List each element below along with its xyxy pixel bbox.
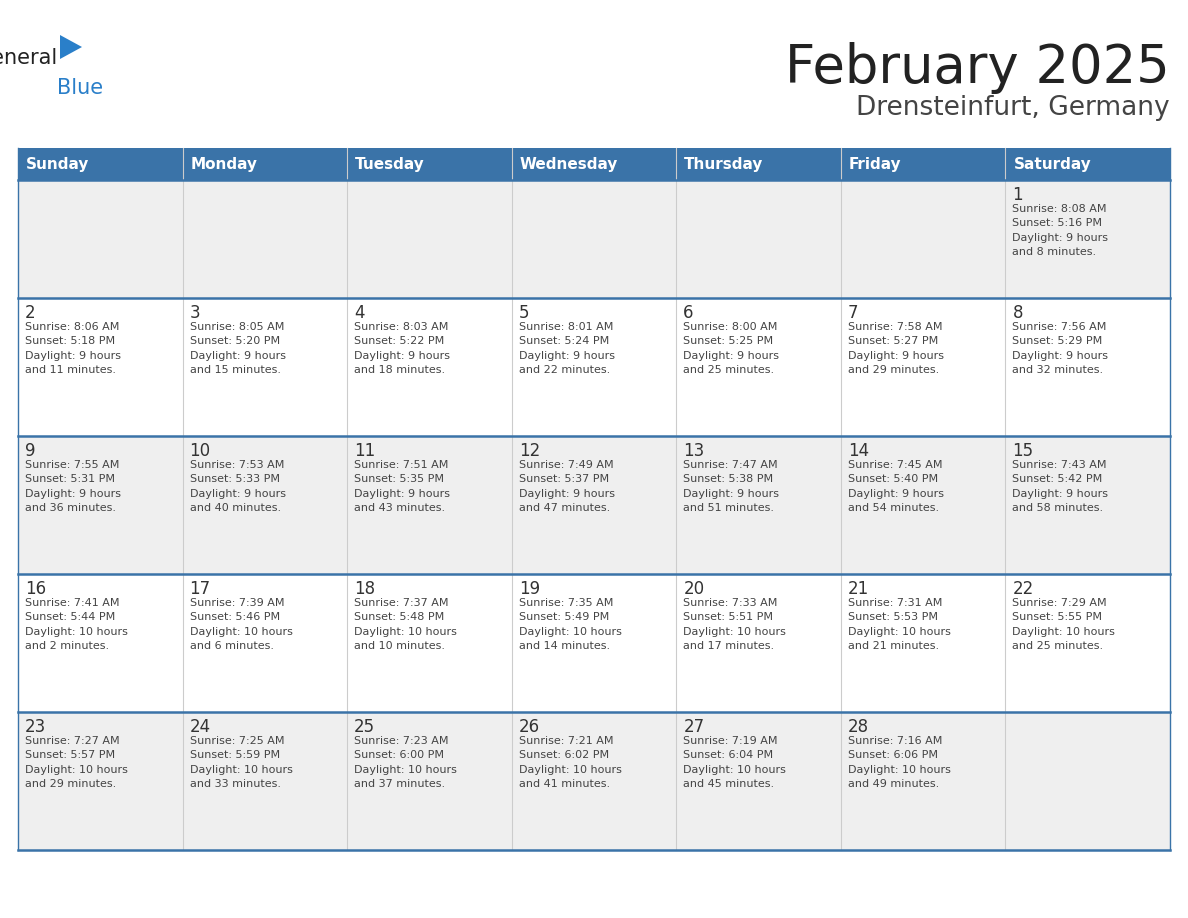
Text: Friday: Friday: [849, 156, 902, 172]
Text: Sunrise: 7:45 AM
Sunset: 5:40 PM
Daylight: 9 hours
and 54 minutes.: Sunrise: 7:45 AM Sunset: 5:40 PM Dayligh…: [848, 460, 943, 513]
Text: Sunrise: 7:53 AM
Sunset: 5:33 PM
Daylight: 9 hours
and 40 minutes.: Sunrise: 7:53 AM Sunset: 5:33 PM Dayligh…: [190, 460, 285, 513]
Text: Sunrise: 7:51 AM
Sunset: 5:35 PM
Daylight: 9 hours
and 43 minutes.: Sunrise: 7:51 AM Sunset: 5:35 PM Dayligh…: [354, 460, 450, 513]
Bar: [18, 298, 1170, 436]
Text: Sunrise: 7:49 AM
Sunset: 5:37 PM
Daylight: 9 hours
and 47 minutes.: Sunrise: 7:49 AM Sunset: 5:37 PM Dayligh…: [519, 460, 614, 513]
Text: Sunrise: 7:56 AM
Sunset: 5:29 PM
Daylight: 9 hours
and 32 minutes.: Sunrise: 7:56 AM Sunset: 5:29 PM Dayligh…: [1012, 322, 1108, 375]
Text: Sunrise: 8:01 AM
Sunset: 5:24 PM
Daylight: 9 hours
and 22 minutes.: Sunrise: 8:01 AM Sunset: 5:24 PM Dayligh…: [519, 322, 614, 375]
Text: Sunrise: 8:03 AM
Sunset: 5:22 PM
Daylight: 9 hours
and 18 minutes.: Sunrise: 8:03 AM Sunset: 5:22 PM Dayligh…: [354, 322, 450, 375]
Text: Sunrise: 7:16 AM
Sunset: 6:06 PM
Daylight: 10 hours
and 49 minutes.: Sunrise: 7:16 AM Sunset: 6:06 PM Dayligh…: [848, 736, 950, 789]
Text: 17: 17: [190, 580, 210, 598]
Bar: [18, 180, 1170, 298]
Text: 10: 10: [190, 442, 210, 460]
Bar: [18, 712, 1170, 850]
Text: Sunrise: 7:55 AM
Sunset: 5:31 PM
Daylight: 9 hours
and 36 minutes.: Sunrise: 7:55 AM Sunset: 5:31 PM Dayligh…: [25, 460, 121, 513]
Text: Sunrise: 7:31 AM
Sunset: 5:53 PM
Daylight: 10 hours
and 21 minutes.: Sunrise: 7:31 AM Sunset: 5:53 PM Dayligh…: [848, 598, 950, 651]
Text: 16: 16: [25, 580, 46, 598]
Text: 28: 28: [848, 718, 868, 736]
Text: Sunrise: 8:05 AM
Sunset: 5:20 PM
Daylight: 9 hours
and 15 minutes.: Sunrise: 8:05 AM Sunset: 5:20 PM Dayligh…: [190, 322, 285, 375]
Text: 24: 24: [190, 718, 210, 736]
Text: Sunrise: 8:00 AM
Sunset: 5:25 PM
Daylight: 9 hours
and 25 minutes.: Sunrise: 8:00 AM Sunset: 5:25 PM Dayligh…: [683, 322, 779, 375]
Text: Sunrise: 7:47 AM
Sunset: 5:38 PM
Daylight: 9 hours
and 51 minutes.: Sunrise: 7:47 AM Sunset: 5:38 PM Dayligh…: [683, 460, 779, 513]
Text: 11: 11: [354, 442, 375, 460]
Text: 15: 15: [1012, 442, 1034, 460]
Text: General: General: [0, 48, 58, 68]
Text: 22: 22: [1012, 580, 1034, 598]
Text: 12: 12: [519, 442, 541, 460]
Text: Sunrise: 7:33 AM
Sunset: 5:51 PM
Daylight: 10 hours
and 17 minutes.: Sunrise: 7:33 AM Sunset: 5:51 PM Dayligh…: [683, 598, 786, 651]
Text: Saturday: Saturday: [1013, 156, 1092, 172]
Text: Sunrise: 7:21 AM
Sunset: 6:02 PM
Daylight: 10 hours
and 41 minutes.: Sunrise: 7:21 AM Sunset: 6:02 PM Dayligh…: [519, 736, 621, 789]
Text: Thursday: Thursday: [684, 156, 764, 172]
Text: 6: 6: [683, 304, 694, 322]
Text: 25: 25: [354, 718, 375, 736]
Text: 7: 7: [848, 304, 859, 322]
Text: 19: 19: [519, 580, 539, 598]
Bar: [18, 574, 1170, 712]
Text: Sunrise: 7:25 AM
Sunset: 5:59 PM
Daylight: 10 hours
and 33 minutes.: Sunrise: 7:25 AM Sunset: 5:59 PM Dayligh…: [190, 736, 292, 789]
Text: Blue: Blue: [57, 78, 103, 98]
Text: Sunrise: 7:58 AM
Sunset: 5:27 PM
Daylight: 9 hours
and 29 minutes.: Sunrise: 7:58 AM Sunset: 5:27 PM Dayligh…: [848, 322, 943, 375]
Text: 20: 20: [683, 580, 704, 598]
Text: 18: 18: [354, 580, 375, 598]
Text: Monday: Monday: [190, 156, 258, 172]
Text: Sunrise: 7:39 AM
Sunset: 5:46 PM
Daylight: 10 hours
and 6 minutes.: Sunrise: 7:39 AM Sunset: 5:46 PM Dayligh…: [190, 598, 292, 651]
Text: 26: 26: [519, 718, 539, 736]
Text: Sunrise: 7:29 AM
Sunset: 5:55 PM
Daylight: 10 hours
and 25 minutes.: Sunrise: 7:29 AM Sunset: 5:55 PM Dayligh…: [1012, 598, 1116, 651]
Text: 4: 4: [354, 304, 365, 322]
Text: Sunrise: 7:41 AM
Sunset: 5:44 PM
Daylight: 10 hours
and 2 minutes.: Sunrise: 7:41 AM Sunset: 5:44 PM Dayligh…: [25, 598, 128, 651]
Text: Sunrise: 7:43 AM
Sunset: 5:42 PM
Daylight: 9 hours
and 58 minutes.: Sunrise: 7:43 AM Sunset: 5:42 PM Dayligh…: [1012, 460, 1108, 513]
Text: 27: 27: [683, 718, 704, 736]
Text: 23: 23: [25, 718, 46, 736]
Text: 8: 8: [1012, 304, 1023, 322]
Text: Sunrise: 7:19 AM
Sunset: 6:04 PM
Daylight: 10 hours
and 45 minutes.: Sunrise: 7:19 AM Sunset: 6:04 PM Dayligh…: [683, 736, 786, 789]
Text: 9: 9: [25, 442, 36, 460]
Text: Sunrise: 8:08 AM
Sunset: 5:16 PM
Daylight: 9 hours
and 8 minutes.: Sunrise: 8:08 AM Sunset: 5:16 PM Dayligh…: [1012, 204, 1108, 257]
Text: Sunday: Sunday: [26, 156, 89, 172]
Text: Tuesday: Tuesday: [355, 156, 425, 172]
Text: Wednesday: Wednesday: [519, 156, 618, 172]
Text: February 2025: February 2025: [785, 42, 1170, 94]
Text: Sunrise: 7:37 AM
Sunset: 5:48 PM
Daylight: 10 hours
and 10 minutes.: Sunrise: 7:37 AM Sunset: 5:48 PM Dayligh…: [354, 598, 457, 651]
Polygon shape: [61, 35, 82, 59]
Text: 5: 5: [519, 304, 529, 322]
Text: 1: 1: [1012, 186, 1023, 204]
Text: 14: 14: [848, 442, 868, 460]
Bar: [18, 148, 1170, 180]
Text: Drensteinfurt, Germany: Drensteinfurt, Germany: [857, 95, 1170, 121]
Text: Sunrise: 7:23 AM
Sunset: 6:00 PM
Daylight: 10 hours
and 37 minutes.: Sunrise: 7:23 AM Sunset: 6:00 PM Dayligh…: [354, 736, 457, 789]
Text: 21: 21: [848, 580, 870, 598]
Text: 13: 13: [683, 442, 704, 460]
Bar: [18, 436, 1170, 574]
Text: Sunrise: 8:06 AM
Sunset: 5:18 PM
Daylight: 9 hours
and 11 minutes.: Sunrise: 8:06 AM Sunset: 5:18 PM Dayligh…: [25, 322, 121, 375]
Text: Sunrise: 7:35 AM
Sunset: 5:49 PM
Daylight: 10 hours
and 14 minutes.: Sunrise: 7:35 AM Sunset: 5:49 PM Dayligh…: [519, 598, 621, 651]
Text: Sunrise: 7:27 AM
Sunset: 5:57 PM
Daylight: 10 hours
and 29 minutes.: Sunrise: 7:27 AM Sunset: 5:57 PM Dayligh…: [25, 736, 128, 789]
Text: 3: 3: [190, 304, 201, 322]
Text: 2: 2: [25, 304, 36, 322]
